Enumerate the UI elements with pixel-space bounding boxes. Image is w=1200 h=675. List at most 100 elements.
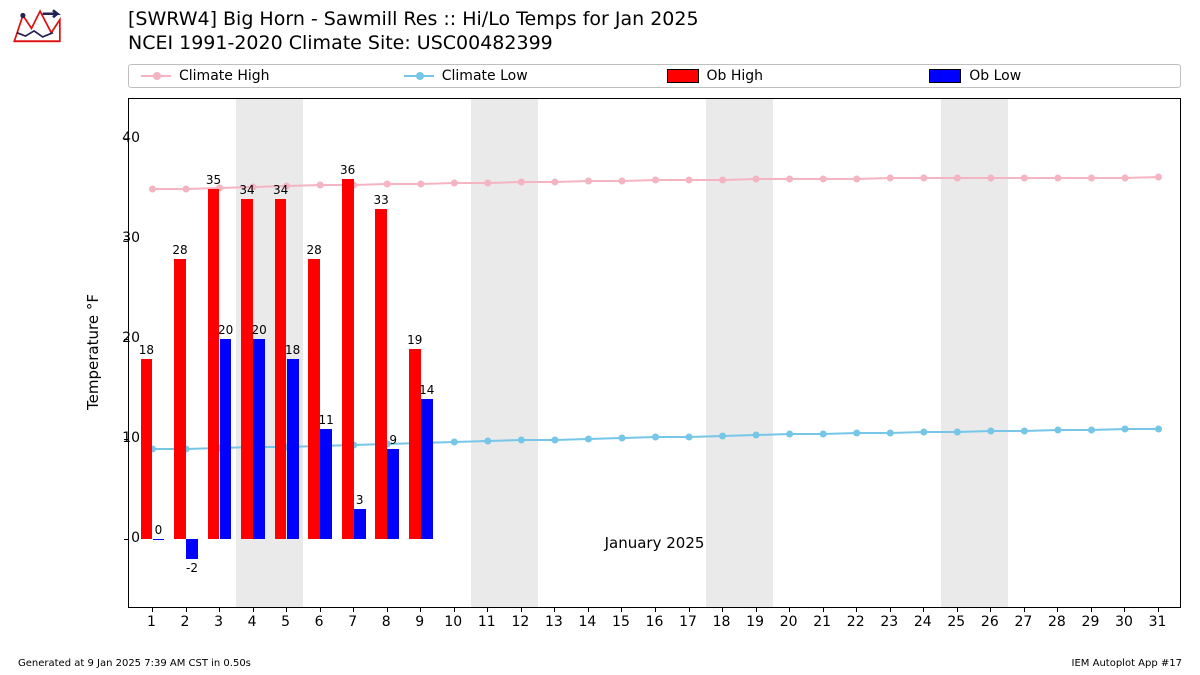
climate-high-marker [618, 178, 625, 185]
xtick-label: 26 [981, 614, 999, 630]
ob-high-bar [208, 189, 220, 539]
ob-high-bar-label: 28 [172, 243, 187, 257]
xtick-mark [689, 607, 690, 612]
legend-label: Climate Low [442, 68, 528, 84]
ob-high-bar-label: 34 [239, 183, 254, 197]
ob-high-bar [174, 259, 186, 539]
xtick-mark [1057, 607, 1058, 612]
xtick-mark [186, 607, 187, 612]
climate-low-marker [820, 431, 827, 438]
xtick-label: 8 [382, 614, 391, 630]
climate-high-marker [887, 175, 894, 182]
climate-low-marker [853, 430, 860, 437]
climate-high-marker [551, 179, 558, 186]
ob-low-bar [320, 429, 332, 539]
xtick-label: 24 [914, 614, 932, 630]
ob-low-bar [220, 339, 232, 539]
climate-high-marker [149, 186, 156, 193]
xtick-mark [588, 607, 589, 612]
ob-high-bar-label: 35 [206, 173, 221, 187]
xtick-label: 31 [1149, 614, 1167, 630]
climate-high-marker [853, 176, 860, 183]
ob-low-bar-label: 20 [251, 323, 266, 337]
legend-label: Climate High [179, 68, 270, 84]
xtick-mark [487, 607, 488, 612]
ob-high-bar-label: 34 [273, 183, 288, 197]
xtick-label: 15 [612, 614, 630, 630]
xtick-label: 21 [813, 614, 831, 630]
x-axis-label: January 2025 [128, 534, 1181, 552]
xtick-mark [655, 607, 656, 612]
climate-low-marker [920, 429, 927, 436]
climate-high-marker [954, 175, 961, 182]
xtick-label: 12 [511, 614, 529, 630]
climate-high-marker [518, 179, 525, 186]
climate-high-marker [384, 181, 391, 188]
climate-high-marker [1054, 175, 1061, 182]
xtick-label: 2 [181, 614, 190, 630]
ob-high-bar [342, 179, 354, 539]
climate-low-marker [887, 430, 894, 437]
xtick-label: 23 [880, 614, 898, 630]
ob-low-bar-label: -2 [186, 561, 198, 575]
xtick-mark [219, 607, 220, 612]
xtick-mark [923, 607, 924, 612]
xtick-mark [387, 607, 388, 612]
climate-high-marker [987, 175, 994, 182]
xtick-label: 29 [1082, 614, 1100, 630]
climate-low-marker [551, 437, 558, 444]
legend-item-ob-high: Ob High [655, 68, 918, 84]
xtick-label: 1 [147, 614, 156, 630]
chart-title: [SWRW4] Big Horn - Sawmill Res :: Hi/Lo … [128, 8, 699, 56]
xtick-mark [1091, 607, 1092, 612]
climate-high-marker [417, 181, 424, 188]
climate-low-marker [484, 438, 491, 445]
iem-logo [10, 5, 65, 50]
ob-low-bar-label: 9 [389, 433, 397, 447]
xtick-mark [856, 607, 857, 612]
footer-left: Generated at 9 Jan 2025 7:39 AM CST in 0… [18, 658, 251, 669]
climate-low-marker [1121, 426, 1128, 433]
xtick-label: 11 [478, 614, 496, 630]
xtick-label: 9 [415, 614, 424, 630]
ob-low-bar-label: 20 [218, 323, 233, 337]
climate-high-marker [920, 175, 927, 182]
climate-low-marker [954, 429, 961, 436]
xtick-mark [353, 607, 354, 612]
climate-low-marker [451, 439, 458, 446]
climate-high-marker [585, 178, 592, 185]
climate-low-marker [686, 434, 693, 441]
xtick-label: 16 [646, 614, 664, 630]
xtick-mark [823, 607, 824, 612]
xtick-mark [1158, 607, 1159, 612]
ob-high-bar-label: 28 [306, 243, 321, 257]
xtick-label: 13 [545, 614, 563, 630]
climate-high-marker [820, 176, 827, 183]
climate-low-marker [753, 432, 760, 439]
climate-high-marker [1121, 175, 1128, 182]
legend: Climate HighClimate LowOb HighOb Low [128, 64, 1181, 88]
xtick-label: 18 [713, 614, 731, 630]
ob-high-bar-label: 18 [139, 343, 154, 357]
climate-low-marker [652, 434, 659, 441]
climate-high-marker [1021, 175, 1028, 182]
climate-low-marker [1155, 426, 1162, 433]
ytick-label: 20 [122, 330, 140, 346]
xtick-mark [722, 607, 723, 612]
ob-low-bar-label: 3 [356, 493, 364, 507]
ob-high-bar [375, 209, 387, 539]
xtick-label: 19 [746, 614, 764, 630]
climate-low-marker [1021, 428, 1028, 435]
ob-low-bar-label: 14 [419, 383, 434, 397]
xtick-mark [253, 607, 254, 612]
legend-item-climate-high: Climate High [129, 68, 392, 84]
xtick-label: 5 [281, 614, 290, 630]
xtick-label: 30 [1115, 614, 1133, 630]
xtick-label: 20 [780, 614, 798, 630]
ob-high-bar-label: 36 [340, 163, 355, 177]
title-line-1: [SWRW4] Big Horn - Sawmill Res :: Hi/Lo … [128, 8, 699, 32]
ob-low-bar [253, 339, 265, 539]
climate-low-marker [719, 433, 726, 440]
xtick-mark [621, 607, 622, 612]
title-line-2: NCEI 1991-2020 Climate Site: USC00482399 [128, 32, 699, 56]
